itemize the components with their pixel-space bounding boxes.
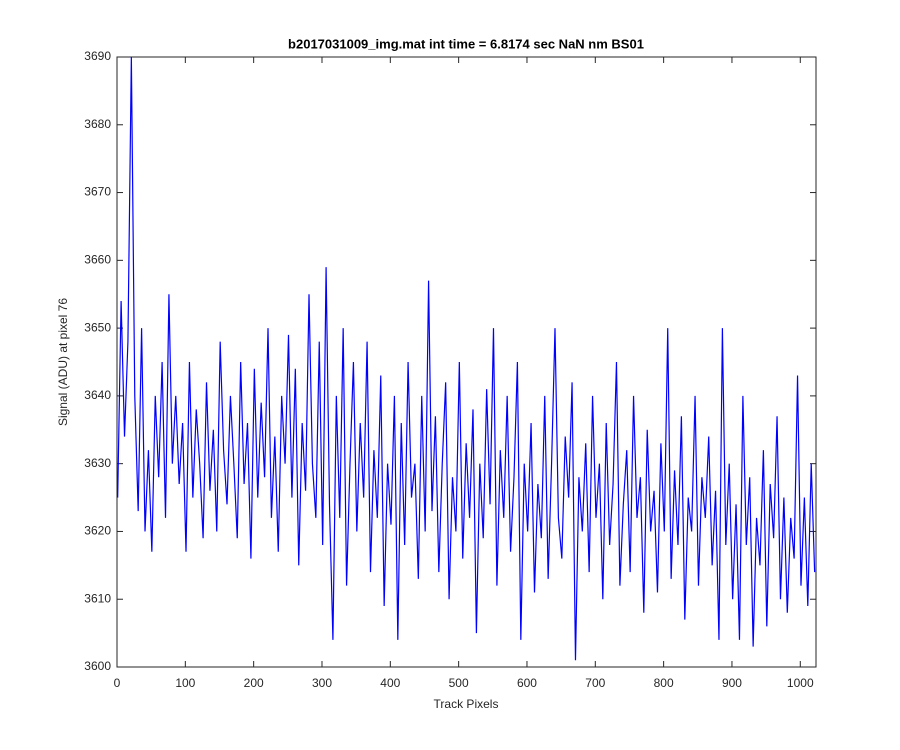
x-tick-label: 500	[449, 676, 469, 690]
y-tick-label: 3610	[84, 591, 111, 605]
y-tick-label: 3640	[84, 388, 111, 402]
x-axis-label: Track Pixels	[434, 697, 499, 711]
x-tick-label: 100	[175, 676, 195, 690]
x-tick-label: 900	[722, 676, 742, 690]
y-tick-label: 3680	[84, 117, 111, 131]
y-tick-label: 3650	[84, 320, 111, 334]
y-tick-label: 3690	[84, 49, 111, 63]
x-tick-label: 300	[312, 676, 332, 690]
x-tick-label: 400	[380, 676, 400, 690]
y-tick-label: 3630	[84, 456, 111, 470]
x-tick-label: 1000	[787, 676, 814, 690]
x-tick-label: 0	[114, 676, 121, 690]
data-line	[117, 57, 816, 661]
y-tick-label: 3600	[84, 659, 111, 673]
chart-title: b2017031009_img.mat int time = 6.8174 se…	[288, 36, 644, 51]
y-tick-label: 3670	[84, 185, 111, 199]
y-axis-label: Signal (ADU) at pixel 76	[56, 298, 70, 426]
x-tick-label: 800	[654, 676, 674, 690]
x-tick-label: 600	[517, 676, 537, 690]
y-tick-label: 3660	[84, 253, 111, 267]
axes-box	[116, 56, 817, 668]
y-tick-label: 3620	[84, 524, 111, 538]
x-tick-label: 700	[585, 676, 605, 690]
x-tick-label: 200	[244, 676, 264, 690]
